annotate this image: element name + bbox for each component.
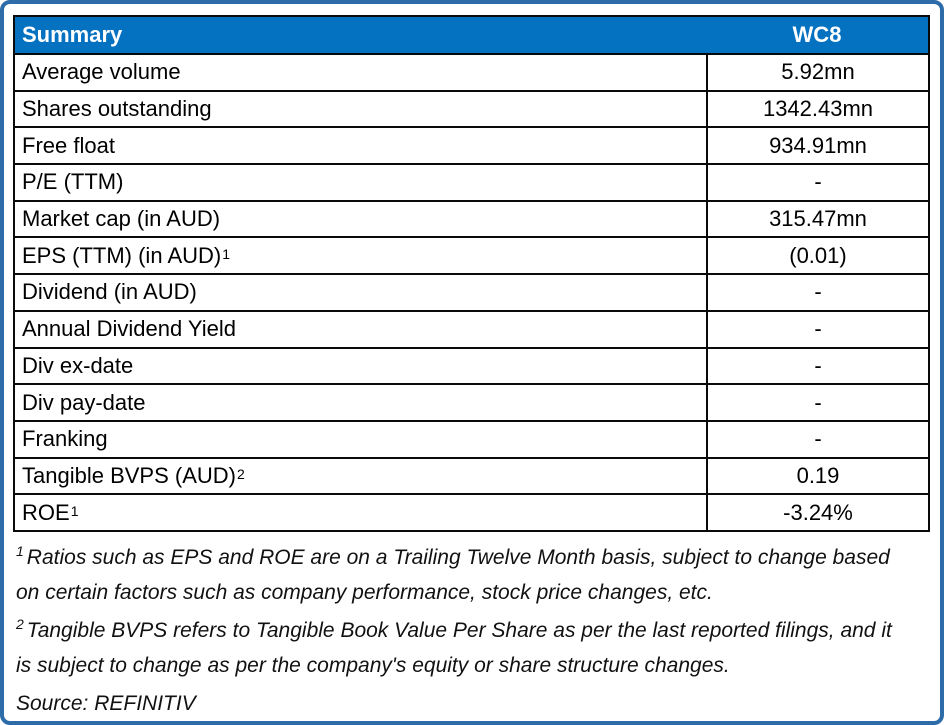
table-row: Average volume 5.92mn [15,53,928,90]
table-row: Franking - [15,419,928,457]
table-body: Average volume 5.92mn Shares outstanding 13… [15,53,928,530]
row-value: 5.92mn [781,59,855,85]
table-row: Free float 934.91mn [15,126,928,164]
summary-table: Summary WC8 Average volume 5.92mn Shares o… [13,15,930,532]
row-label: Dividend (in AUD) [15,275,708,310]
table-header-title: Summary [22,22,123,47]
row-label: Tangible BVPS (AUD) 2 [15,458,708,494]
row-value: - [814,426,822,452]
row-label: Div pay-date [15,385,708,420]
footnote-2-marker: 2 [16,616,24,632]
table-row: Market cap (in AUD) 315.47mn [15,199,928,237]
row-value: - [814,279,822,305]
footnote-1: 1 Ratios such as EPS and ROE are on a Tra… [16,540,912,610]
row-value: - [814,389,822,415]
row-value: 0.19 [796,462,840,488]
table-row: Tangible BVPS (AUD) 2 0.19 [15,456,928,494]
table-row: Div ex-date - [15,346,928,384]
source-line: Source: REFINITIV [16,692,196,715]
row-value: (0.01) [789,242,847,268]
footnotes: 1 Ratios such as EPS and ROE are on a Tra… [16,540,912,724]
row-value: 315.47mn [769,206,867,232]
table-header-ticker: WC8 [792,22,842,47]
row-label: P/E (TTM) [15,165,708,200]
row-value: - [814,352,822,378]
footnote-2: 2 Tangible BVPS refers to Tangible Book V… [16,613,912,683]
row-label: Average volume [15,55,708,90]
footnote-1-marker: 1 [16,543,24,559]
row-label: Annual Dividend Yield [15,311,708,347]
row-label: Free float [15,128,708,164]
footnote-1-text: Ratios such as EPS and ROE are on a Trai… [16,546,890,604]
table-row: ROE 1 -3.24% [15,493,928,530]
table-row: Dividend (in AUD) - [15,273,928,310]
row-label: Div ex-date [15,348,708,384]
row-label: Market cap (in AUD) [15,201,708,237]
row-label: ROE 1 [15,495,708,530]
table-row: Div pay-date - [15,383,928,420]
row-value: -3.24% [783,499,853,525]
table-row: Annual Dividend Yield - [15,309,928,347]
row-value: - [814,316,822,342]
row-value: 934.91mn [769,132,867,158]
table-row: EPS (TTM) (in AUD) 1 (0.01) [15,236,928,274]
row-value: - [814,169,822,195]
table-header-row: Summary WC8 [15,17,928,53]
table-row: P/E (TTM) - [15,163,928,200]
row-label: EPS (TTM) (in AUD) 1 [15,238,708,274]
row-label: Shares outstanding [15,91,708,127]
table-row: Shares outstanding 1342.43mn [15,89,928,127]
footnote-2-text: Tangible BVPS refers to Tangible Book Va… [16,619,892,677]
row-label: Franking [15,421,708,457]
row-value: 1342.43mn [762,96,874,122]
